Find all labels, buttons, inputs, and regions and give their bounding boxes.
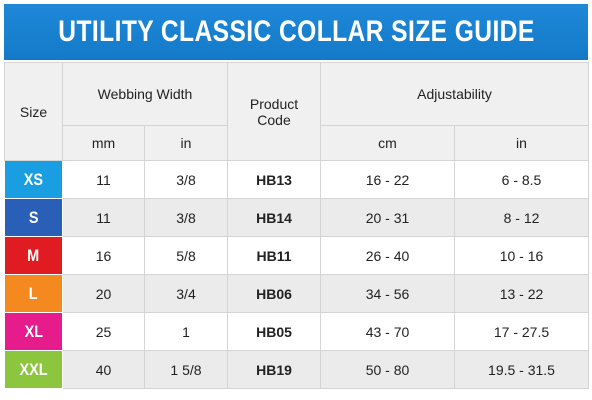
size-badge: S (4, 198, 63, 237)
adjust-cm: 26 - 40 (320, 236, 455, 275)
table-row: XXL 40 1 5/8 HB19 50 - 80 19.5 - 31.5 (4, 350, 590, 389)
adjust-in: 8 - 12 (453, 198, 590, 237)
adjust-in: 10 - 16 (453, 236, 590, 275)
size-badge: L (4, 274, 63, 313)
product-code: HB11 (227, 236, 321, 275)
header-webbing-width: Webbing Width (62, 62, 228, 126)
adjust-in: 17 - 27.5 (453, 312, 590, 351)
width-mm: 40 (62, 350, 145, 389)
adjust-cm: 34 - 56 (320, 274, 455, 313)
size-badge: XXL (4, 350, 63, 389)
width-in: 3/8 (144, 198, 228, 237)
width-in: 1 5/8 (144, 350, 228, 389)
page-title: UTILITY CLASSIC COLLAR SIZE GUIDE (57, 15, 535, 48)
table-row: M 16 5/8 HB11 26 - 40 10 - 16 (4, 236, 590, 275)
width-mm: 11 (62, 160, 145, 199)
width-mm: 11 (62, 198, 145, 237)
size-badge: XS (4, 160, 63, 199)
width-in: 5/8 (144, 236, 228, 275)
size-table: Size Webbing Width Product Code Adjustab… (4, 62, 590, 389)
header-in-adjust: in (453, 125, 590, 161)
header-in-webbing: in (144, 125, 228, 161)
header-product-code: Product Code (227, 62, 321, 161)
title-bar: UTILITY CLASSIC COLLAR SIZE GUIDE (4, 4, 588, 60)
product-code: HB06 (227, 274, 321, 313)
header-size: Size (4, 62, 63, 161)
adjust-cm: 16 - 22 (320, 160, 455, 199)
header-adjustability: Adjustability (319, 62, 590, 126)
table-row: XL 25 1 HB05 43 - 70 17 - 27.5 (4, 312, 590, 351)
width-in: 3/8 (144, 160, 228, 199)
size-badge: XL (4, 312, 63, 351)
width-in: 1 (144, 312, 228, 351)
header-mm: mm (62, 125, 145, 161)
size-badge: M (4, 236, 63, 275)
product-code: HB05 (227, 312, 321, 351)
header-cm: cm (320, 125, 455, 161)
adjust-in: 13 - 22 (453, 274, 590, 313)
product-code: HB14 (227, 198, 321, 237)
width-mm: 20 (62, 274, 145, 313)
width-mm: 16 (62, 236, 145, 275)
adjust-in: 6 - 8.5 (453, 160, 590, 199)
width-mm: 25 (62, 312, 145, 351)
table-row: L 20 3/4 HB06 34 - 56 13 - 22 (4, 274, 590, 313)
adjust-cm: 50 - 80 (320, 350, 455, 389)
product-code: HB13 (227, 160, 321, 199)
width-in: 3/4 (144, 274, 228, 313)
product-code: HB19 (227, 350, 321, 389)
table-row: S 11 3/8 HB14 20 - 31 8 - 12 (4, 198, 590, 237)
adjust-cm: 20 - 31 (320, 198, 455, 237)
table-row: XS 11 3/8 HB13 16 - 22 6 - 8.5 (4, 160, 590, 199)
adjust-cm: 43 - 70 (320, 312, 455, 351)
adjust-in: 19.5 - 31.5 (453, 350, 590, 389)
